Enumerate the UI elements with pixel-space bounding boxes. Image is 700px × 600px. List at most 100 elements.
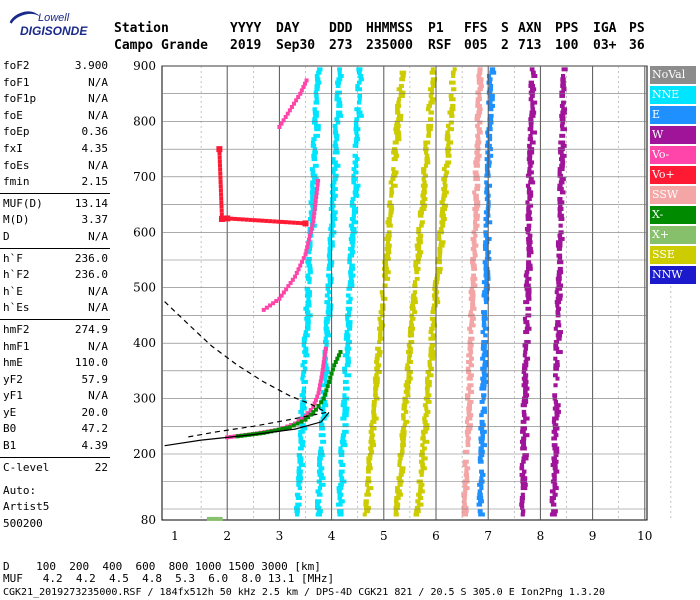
band-mark xyxy=(554,290,559,295)
band-mark xyxy=(529,113,536,118)
band-mark xyxy=(461,492,468,497)
band-mark xyxy=(520,426,528,431)
trace-mark xyxy=(321,396,326,401)
band-mark xyxy=(555,310,561,315)
band-mark xyxy=(323,373,329,378)
band-mark xyxy=(303,353,310,358)
band-mark xyxy=(557,183,563,188)
band-mark xyxy=(436,256,442,261)
band-mark xyxy=(330,213,337,218)
band-mark xyxy=(480,429,487,434)
band-mark xyxy=(345,323,353,328)
header-value-yyyy: 2019 xyxy=(230,38,262,53)
band-mark xyxy=(445,130,450,135)
band-mark xyxy=(356,67,363,72)
band-mark xyxy=(555,376,560,381)
band-mark xyxy=(521,456,529,461)
trace-mark xyxy=(310,222,315,227)
band-mark xyxy=(428,350,436,355)
band-mark xyxy=(311,137,317,142)
band-mark xyxy=(419,223,424,228)
band-mark xyxy=(549,496,556,500)
band-mark xyxy=(470,276,478,281)
trace-mark xyxy=(314,190,319,195)
band-mark xyxy=(559,133,566,138)
param-row: h`E N/A xyxy=(0,284,110,301)
band-mark xyxy=(309,213,315,218)
band-mark xyxy=(295,512,300,517)
trace-mark xyxy=(218,516,223,521)
band-mark xyxy=(526,223,532,228)
trace-mark xyxy=(229,216,234,221)
band-mark xyxy=(445,160,452,165)
band-mark xyxy=(326,290,332,295)
band-mark xyxy=(304,316,311,321)
band-mark xyxy=(366,456,373,461)
trace-mark xyxy=(318,383,323,388)
param-value: 57.9 xyxy=(81,372,109,386)
band-mark xyxy=(549,489,556,494)
x-tick-label: 5 xyxy=(380,529,388,543)
band-mark xyxy=(519,499,525,504)
band-mark xyxy=(448,93,454,98)
band-mark xyxy=(465,433,470,438)
band-mark xyxy=(353,127,361,132)
trace-mark xyxy=(315,182,320,187)
band-mark xyxy=(435,273,440,278)
band-mark xyxy=(429,90,434,95)
y-tick-label: 200 xyxy=(133,447,156,461)
band-mark xyxy=(336,110,343,115)
band-mark xyxy=(337,70,342,75)
trace-mark xyxy=(322,356,327,361)
band-mark xyxy=(526,203,534,208)
band-mark xyxy=(389,190,395,195)
param-key: C-level xyxy=(3,460,50,474)
band-mark xyxy=(528,180,536,185)
band-mark xyxy=(301,336,308,341)
band-mark xyxy=(310,197,316,202)
trace-mark xyxy=(313,203,318,208)
band-mark xyxy=(393,512,399,517)
band-mark xyxy=(365,476,371,481)
band-mark xyxy=(553,383,558,388)
band-mark xyxy=(446,143,451,148)
legend-item-vo-: Vo- xyxy=(650,146,696,164)
band-mark xyxy=(371,413,377,418)
band-mark xyxy=(417,489,425,494)
param-key: yF1 xyxy=(3,389,23,403)
band-mark xyxy=(305,326,311,331)
band-mark xyxy=(427,359,432,364)
band-mark xyxy=(560,80,566,85)
band-mark xyxy=(552,486,559,491)
band-mark xyxy=(416,226,422,231)
band-mark xyxy=(410,316,416,321)
band-mark xyxy=(424,160,431,165)
trace-mark xyxy=(295,220,300,225)
band-mark xyxy=(525,293,532,298)
band-mark xyxy=(525,200,530,205)
band-mark xyxy=(358,73,364,78)
band-mark xyxy=(392,140,399,145)
band-mark xyxy=(423,150,429,155)
band-mark xyxy=(383,253,391,258)
trace-mark xyxy=(218,215,225,222)
band-mark xyxy=(527,197,532,202)
trace-mark xyxy=(318,379,323,384)
band-mark xyxy=(407,346,413,351)
band-mark xyxy=(335,83,341,88)
band-mark xyxy=(390,173,398,178)
param-key: B0 xyxy=(3,422,17,436)
band-mark xyxy=(403,383,411,388)
band-mark xyxy=(525,173,532,178)
band-mark xyxy=(357,97,362,102)
trace-mark xyxy=(288,280,293,285)
trace-mark xyxy=(294,270,299,275)
param-value: N/A xyxy=(88,108,108,122)
trace-mark xyxy=(301,85,306,90)
band-mark xyxy=(316,70,322,75)
band-mark xyxy=(521,376,528,381)
band-mark xyxy=(393,153,400,158)
band-mark xyxy=(526,210,532,215)
band-mark xyxy=(408,330,414,335)
param-row: D N/A xyxy=(0,229,110,246)
